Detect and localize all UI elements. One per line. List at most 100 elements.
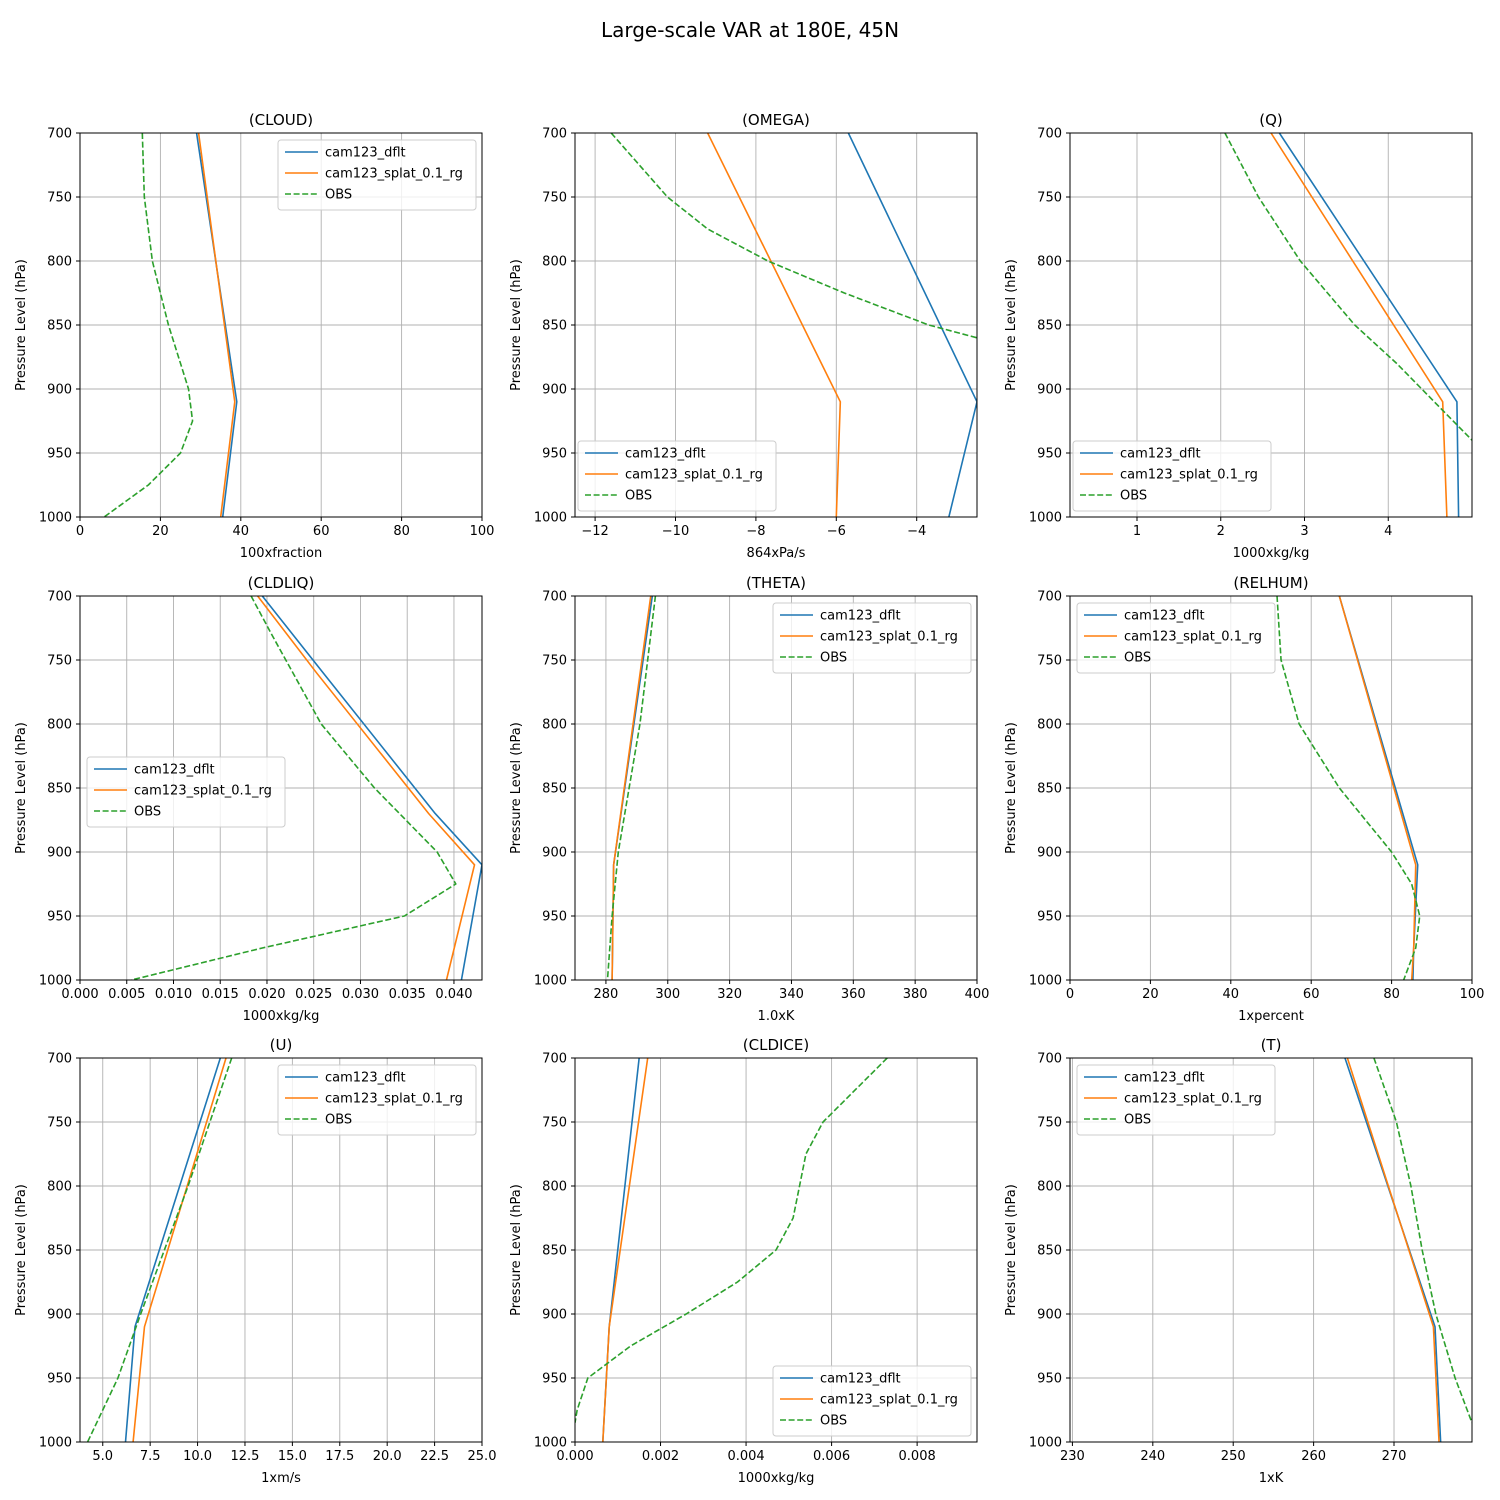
x-tick-label: 0.025 [295, 987, 332, 1002]
chart-panel-cloud: 0 20 40 60 80 100 700 750 800 850 900 950 1000 (CLOUD… [14, 111, 494, 561]
y-tick-label: 950 [1037, 1372, 1062, 1387]
legend: cam123_dflt cam123_splat_0.1_rg OBS [86, 756, 286, 828]
y-tick-label: 1000 [1029, 1436, 1062, 1451]
x-tick-label: 340 [779, 987, 804, 1002]
y-tick-label: 950 [47, 1372, 72, 1387]
series-line-obs [86, 1058, 233, 1442]
legend-label: cam123_splat_0.1_rg [1124, 630, 1262, 645]
x-axis-label: 1000xkg/kg [243, 1009, 320, 1024]
x-tick-label: 0 [1066, 987, 1074, 1002]
series-line-cam123-splat-0-1-rg [706, 133, 842, 517]
x-tick-label: 0.040 [435, 987, 472, 1002]
x-tick-label: 15.0 [278, 1449, 307, 1464]
y-tick-label: 1000 [1029, 511, 1062, 526]
y-tick-label: 900 [1037, 383, 1062, 398]
chart-panel-t: 230 240 250 260 270 700 750 800 850 900 950 1000 (T)… [1004, 1036, 1473, 1486]
x-tick-label: 0 [76, 524, 84, 539]
x-axis-label: 1xpercent [1238, 1009, 1304, 1024]
x-axis-label: 1.0xK [758, 1009, 795, 1024]
y-tick-label: 850 [542, 1244, 567, 1259]
legend-label: cam123_splat_0.1_rg [325, 167, 463, 182]
series-group [575, 1058, 888, 1442]
legend: cam123_dflt cam123_splat_0.1_rg OBS [1076, 1064, 1276, 1136]
y-tick-label: 900 [47, 1308, 72, 1323]
y-tick-label: 1000 [534, 1436, 567, 1451]
legend-label: OBS [820, 651, 847, 666]
legend: cam123_dflt cam123_splat_0.1_rg OBS [772, 1365, 972, 1437]
y-tick-label: 950 [542, 447, 567, 462]
x-tick-label: 12.5 [230, 1449, 259, 1464]
y-axis-label: Pressure Level (hPa) [1004, 1184, 1019, 1316]
series-line-cam123-splat-0-1-rg [1270, 133, 1448, 517]
x-tick-label: 40 [233, 524, 250, 539]
y-tick-label: 1000 [39, 511, 72, 526]
y-tick-label: 750 [47, 1116, 72, 1131]
y-tick-label: 700 [1037, 1052, 1062, 1067]
x-tick-label: 80 [393, 524, 410, 539]
legend-box [577, 440, 777, 512]
legend-box [772, 1365, 972, 1437]
y-tick-label: 800 [1037, 718, 1062, 733]
y-tick-label: 800 [542, 718, 567, 733]
y-tick-label: 750 [47, 191, 72, 206]
y-tick-label: 850 [47, 782, 72, 797]
series-line-obs [131, 596, 457, 980]
legend-label: cam123_dflt [325, 1071, 406, 1086]
series-group [606, 596, 657, 980]
y-axis-label: Pressure Level (hPa) [14, 259, 29, 391]
series-line-cam123-dflt [261, 596, 482, 980]
legend-label: OBS [1120, 489, 1147, 504]
y-tick-label: 750 [47, 654, 72, 669]
x-tick-label: 7.5 [140, 1449, 161, 1464]
series-line-obs [1224, 133, 1472, 441]
legend-box [277, 1064, 477, 1136]
series-line-obs [606, 596, 657, 980]
legend-label: cam123_dflt [1120, 447, 1201, 462]
legend-label: cam123_dflt [1124, 1071, 1205, 1086]
legend-box [1076, 1064, 1276, 1136]
legend-label: OBS [1124, 651, 1151, 666]
x-tick-label: 20 [1142, 987, 1159, 1002]
legend-label: cam123_splat_0.1_rg [1124, 1092, 1262, 1107]
legend-label: OBS [625, 489, 652, 504]
x-tick-label: 0.030 [342, 987, 379, 1002]
series-group [86, 1058, 233, 1442]
legend-box [1076, 602, 1276, 674]
x-tick-label: −12 [581, 524, 608, 539]
series-group [1276, 596, 1421, 980]
series-line-cam123-splat-0-1-rg [132, 1058, 227, 1442]
x-tick-label: 0.000 [61, 987, 98, 1002]
y-axis-label: Pressure Level (hPa) [1004, 259, 1019, 391]
x-tick-label: 0.020 [248, 987, 285, 1002]
y-tick-label: 950 [542, 1372, 567, 1387]
series-line-cam123-splat-0-1-rg [611, 596, 652, 980]
y-tick-label: 950 [1037, 447, 1062, 462]
legend-label: cam123_splat_0.1_rg [1120, 468, 1258, 483]
legend-label: cam123_splat_0.1_rg [820, 1393, 958, 1408]
x-tick-label: 400 [965, 987, 990, 1002]
panel-title: (CLDICE) [743, 1036, 809, 1054]
legend-label: cam123_dflt [134, 763, 215, 778]
legend: cam123_dflt cam123_splat_0.1_rg OBS [277, 1064, 477, 1136]
panel-title: (RELHUM) [1233, 574, 1308, 592]
x-tick-label: 20 [152, 524, 169, 539]
chart-panel-cldliq: 0.000 0.005 0.010 0.015 0.020 0.025 0.030 0.035… [14, 574, 483, 1024]
x-tick-label: 40 [1223, 987, 1240, 1002]
legend-label: cam123_dflt [1124, 609, 1205, 624]
y-tick-label: 800 [542, 255, 567, 270]
x-axis-label: 1000xkg/kg [1233, 546, 1310, 561]
x-tick-label: 1 [1133, 524, 1141, 539]
x-tick-label: 80 [1383, 987, 1400, 1002]
legend: cam123_dflt cam123_splat_0.1_rg OBS [1072, 440, 1272, 512]
y-tick-label: 900 [47, 383, 72, 398]
y-tick-label: 950 [1037, 910, 1062, 925]
y-tick-label: 750 [1037, 1116, 1062, 1131]
legend-label: cam123_dflt [820, 609, 901, 624]
x-tick-label: 4 [1384, 524, 1392, 539]
x-tick-label: 60 [313, 524, 330, 539]
y-tick-label: 700 [47, 590, 72, 605]
legend-box [86, 756, 286, 828]
panel-title: (THETA) [746, 574, 806, 592]
